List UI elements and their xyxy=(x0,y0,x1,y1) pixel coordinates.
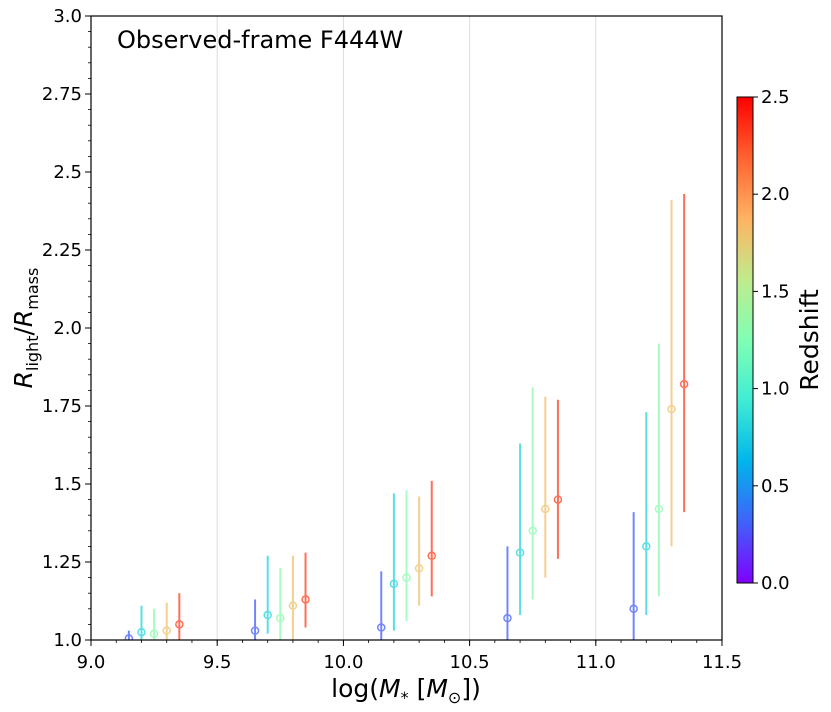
colorbar-tick-label: 0.0 xyxy=(761,573,790,594)
point-marker xyxy=(679,379,689,389)
colorbar-label: Redshift xyxy=(795,289,824,391)
point-marker xyxy=(515,548,525,557)
x-tick-label: 9.0 xyxy=(77,652,106,673)
point-marker xyxy=(642,542,651,551)
data-point xyxy=(276,568,285,640)
data-point xyxy=(402,490,411,622)
colorbar-tick-label: 1.5 xyxy=(761,281,790,302)
data-points xyxy=(124,193,689,640)
data-point xyxy=(679,193,689,513)
point-marker xyxy=(288,601,298,610)
data-point xyxy=(528,387,537,600)
grid-lines xyxy=(216,16,597,640)
y-tick-label: 2.5 xyxy=(53,162,82,183)
point-marker xyxy=(276,613,285,623)
data-point xyxy=(175,593,184,640)
data-point xyxy=(541,396,550,578)
y-tick-label: 1.5 xyxy=(53,474,82,495)
data-point xyxy=(667,200,676,547)
colorbar-tick-label: 2.5 xyxy=(761,87,790,108)
data-point xyxy=(503,546,512,640)
point-marker xyxy=(301,595,310,604)
point-marker xyxy=(263,610,272,620)
y-tick-label: 3.0 xyxy=(53,6,82,27)
point-marker xyxy=(528,526,537,536)
colorbar-gradient xyxy=(736,96,754,584)
point-marker xyxy=(427,551,436,561)
colorbar: 0.0 0.5 1.0 1.5 2.0 2.5 Redshift xyxy=(736,87,824,594)
data-point xyxy=(162,602,171,640)
x-axis-ticks: 9.0 9.5 10.0 10.5 11.0 11.5 xyxy=(77,640,742,673)
data-point xyxy=(250,599,260,640)
point-marker xyxy=(629,604,638,614)
x-axis-label: log(M* [M⊙]) xyxy=(331,674,481,707)
data-point xyxy=(515,443,525,616)
point-marker xyxy=(654,504,664,514)
point-marker xyxy=(162,626,171,635)
y-tick-label: 2.0 xyxy=(53,318,82,339)
data-point xyxy=(642,412,651,616)
colorbar-tick-label: 1.0 xyxy=(761,379,790,400)
point-marker xyxy=(667,404,676,414)
colorbar-tick-label: 0.5 xyxy=(761,476,790,497)
data-point xyxy=(389,493,399,631)
point-marker xyxy=(503,613,512,623)
point-marker xyxy=(377,623,386,632)
colorbar-ticks: 0.0 0.5 1.0 1.5 2.0 2.5 xyxy=(753,87,790,594)
data-point xyxy=(301,552,310,628)
point-marker xyxy=(389,579,399,589)
x-tick-label: 10.0 xyxy=(323,652,363,673)
data-point xyxy=(629,512,638,640)
data-point xyxy=(427,480,436,597)
data-point xyxy=(654,343,664,597)
data-point xyxy=(124,630,134,640)
data-point xyxy=(377,571,386,640)
y-tick-label: 2.25 xyxy=(42,240,82,261)
y-axis-ticks: 1.0 1.25 1.5 1.75 2.0 2.25 2.5 2.75 3.0 xyxy=(42,6,91,651)
chart-annotation: Observed-frame F444W xyxy=(117,26,403,54)
point-marker xyxy=(250,626,260,635)
x-tick-label: 9.5 xyxy=(203,652,232,673)
y-tick-label: 2.75 xyxy=(42,84,82,105)
point-marker xyxy=(402,573,411,582)
data-point xyxy=(414,496,424,606)
colorbar-tick-label: 2.0 xyxy=(761,184,790,205)
point-marker xyxy=(414,563,424,573)
point-marker xyxy=(124,634,134,640)
data-point xyxy=(137,605,146,640)
data-point xyxy=(263,555,272,634)
point-marker xyxy=(149,629,159,639)
point-marker xyxy=(541,504,550,514)
y-axis-label: Rlight/Rmass xyxy=(9,268,42,389)
point-marker xyxy=(137,627,146,637)
x-tick-label: 11.5 xyxy=(702,652,742,673)
y-tick-label: 1.25 xyxy=(42,552,82,573)
x-tick-label: 11.0 xyxy=(576,652,616,673)
x-tick-label: 10.5 xyxy=(450,652,490,673)
y-tick-label: 1.0 xyxy=(53,630,82,651)
point-marker xyxy=(175,620,184,629)
data-point xyxy=(149,608,159,640)
point-marker xyxy=(553,495,563,504)
data-point xyxy=(288,555,298,640)
data-point xyxy=(553,399,563,559)
y-tick-label: 1.75 xyxy=(42,396,82,417)
